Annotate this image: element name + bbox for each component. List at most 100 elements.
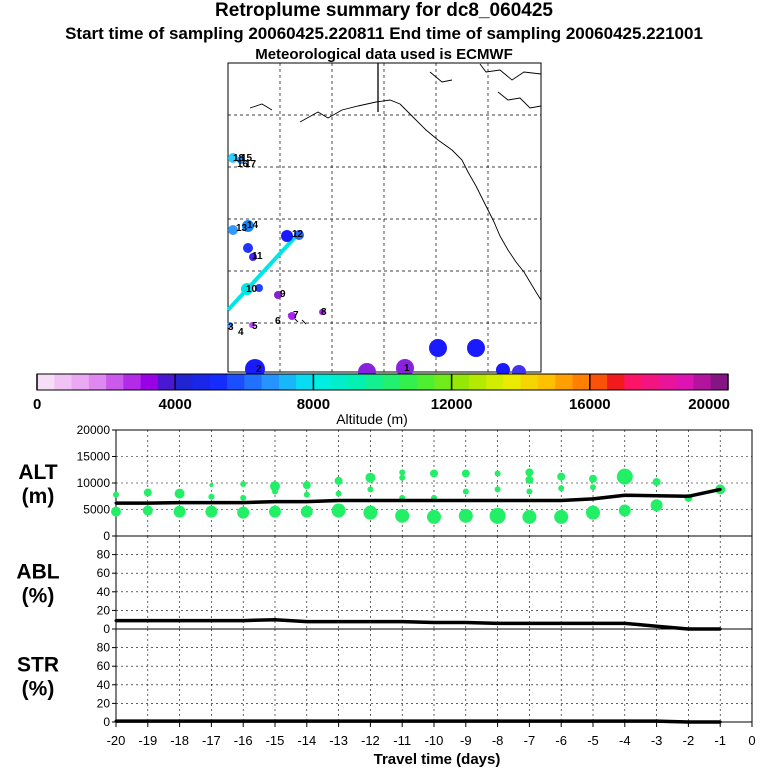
abl-data-point [241,619,245,623]
colorbar-tick-label: 12000 [431,396,473,413]
abl-data-point [146,619,150,623]
trajectory-line [226,232,300,312]
str-series-line [116,719,721,724]
str-data-point [432,719,436,723]
alt-data-point [400,498,404,502]
x-tick-label: -5 [587,733,599,748]
colorbar-segment [658,374,677,390]
alt-plume-dot [270,481,280,492]
colorbar-segment [451,374,470,390]
x-tick-label: -4 [619,733,631,748]
alt-plume-dot [650,499,663,512]
str-data-point [464,719,468,723]
alt-plume-dot [430,469,438,478]
alt-plume-dot [399,474,406,481]
alt-plume-dot [554,509,569,524]
alt-plume-dot [331,503,346,518]
alt-plume-dot [209,483,214,488]
colorbar-segment [589,374,608,390]
colorbar-segment [417,374,435,390]
alt-plume-dot [208,493,215,500]
abl-data-point [209,619,213,623]
alt-plume-dot [525,468,534,477]
y-tick-label: 0 [103,715,110,729]
alt-plume-dot [494,470,501,477]
x-tick-label: -16 [234,733,253,748]
y-tick-label: 20 [97,696,111,710]
colorbar-tick-label: 16000 [569,396,611,413]
x-axis-label: Travel time (days) [374,751,501,768]
alt-plume-dot [334,476,343,485]
map-marker [241,283,253,295]
abl-data-point [178,619,182,623]
abl-data-point [337,620,341,624]
abl-data-point [655,624,659,628]
abl-y-label: (%) [22,585,55,608]
alt-plume-dot [240,494,247,501]
alt-plume-dot [269,505,281,518]
colorbar-segment [209,374,228,390]
colorbar-segment [278,374,297,390]
x-tick-label: -1 [714,733,726,748]
x-tick-label: -20 [107,733,126,748]
alt-data-point [432,498,436,502]
alt-y-label: (m) [22,485,55,508]
alt-plume-dot [303,491,310,498]
abl-data-point [305,620,309,624]
map-marker [274,291,282,299]
x-tick-label: -6 [555,733,567,748]
map-point-label: 1 [404,363,410,374]
x-tick-label: -2 [683,733,695,748]
y-tick-label: 40 [97,678,111,692]
alt-data-point [178,501,182,505]
colorbar-segment [347,374,366,390]
str-y-label: STR [17,654,59,677]
abl-y-label: ABL [16,561,59,584]
colorbar-segment [676,374,694,390]
x-tick-label: -12 [361,733,380,748]
abl-data-point [114,619,118,623]
map-marker [288,312,296,320]
colorbar-segment [88,374,107,390]
str-data-point [209,719,213,723]
alt-data-point [114,501,118,505]
alt-plume-dot [557,472,566,481]
colorbar-segment [140,374,159,390]
colorbar-segment [399,374,418,390]
alt-plume-dot [652,477,661,486]
alt-data-point [591,497,595,501]
alt-data-point [527,498,531,502]
map-graticule [228,63,541,372]
alt-data-point [655,494,659,498]
colorbar-segment [710,374,729,390]
colorbar-segment [296,374,314,390]
map-point-label: 13 [236,223,248,234]
y-tick-label: 80 [97,548,111,562]
alt-data-point [337,498,341,502]
alt-data-point [718,487,722,491]
map-marker [255,284,263,292]
alt-plume-dot [522,509,537,524]
y-tick-label: 5000 [83,503,110,517]
colorbar-segment [54,374,73,390]
chart-title: Retroplume summary for dc8_060425 [215,0,553,21]
map-marker [227,322,233,328]
alt-plume-dot [142,505,153,516]
map-point-label: 11 [252,251,263,262]
alt-plume-dot [462,488,469,495]
abl-data-point [527,621,531,625]
abl-data-point [368,620,372,624]
abl-data-point [559,621,563,625]
alt-plume-dot [494,486,501,493]
y-tick-label: 10000 [77,476,111,490]
str-data-point [623,719,627,723]
colorbar-tick-label: 0 [33,396,41,413]
map-point-label: 3 [228,322,234,333]
map-coastline [249,63,542,325]
x-tick-label: -11 [393,733,411,748]
abl-data-point [464,620,468,624]
map-marker [281,230,293,242]
x-tick-label: -13 [329,733,348,748]
alt-data-point [686,494,690,498]
